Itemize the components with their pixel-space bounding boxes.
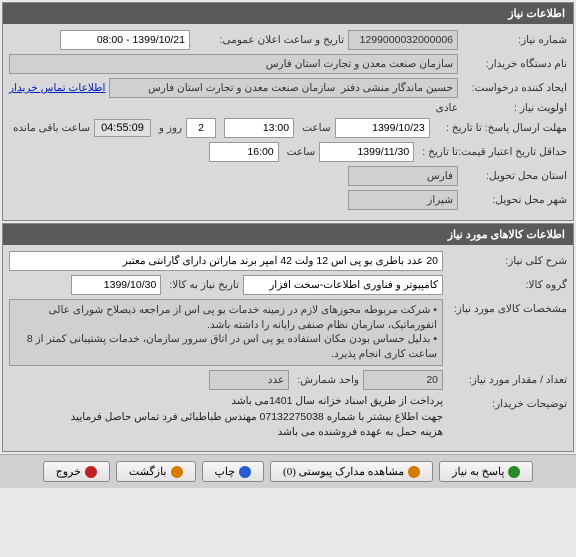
need-info-body: شماره نیاز: تاریخ و ساعت اعلان عمومی: نا…	[3, 24, 573, 220]
delivery-prov-label: استان محل تحویل:	[462, 170, 567, 182]
exit-label: خروج	[56, 465, 81, 478]
respond-button[interactable]: پاسخ به نیاز	[439, 461, 533, 482]
delivery-city-label: شهر محل تحویل:	[462, 194, 567, 206]
validity-date-field	[319, 142, 414, 162]
back-icon	[171, 466, 183, 478]
attach-label: مشاهده مدارک پیوستی (0)	[283, 465, 404, 478]
spec-label: مشخصات کالای مورد نیاز:	[447, 299, 567, 315]
deadline-date-field	[335, 118, 430, 138]
back-label: بازگشت	[129, 465, 167, 478]
exit-button[interactable]: خروج	[43, 461, 110, 482]
goods-info-header: اطلاعات کالاهای مورد نیاز	[3, 224, 573, 245]
deadline-time-field	[224, 118, 294, 138]
validity-to-label: تا تاریخ :	[418, 146, 458, 158]
need-date-field	[71, 275, 161, 295]
back-button[interactable]: بازگشت	[116, 461, 196, 482]
attach-icon	[408, 466, 420, 478]
group-field	[243, 275, 443, 295]
exit-icon	[85, 466, 97, 478]
buyer-notes-text: پرداخت از طریق اسناد خزانه سال 1401می با…	[9, 394, 443, 441]
unit-label: واحد شمارش:	[293, 374, 359, 386]
goods-info-panel: اطلاعات کالاهای مورد نیاز شرح کلی نیاز: …	[2, 223, 574, 452]
group-label: گروه کالا:	[447, 279, 567, 291]
unit-field	[209, 370, 289, 390]
desc-field	[9, 251, 443, 271]
goods-info-body: شرح کلی نیاز: گروه کالا: تاریخ نیاز به ک…	[3, 245, 573, 451]
priority-value: عادی	[432, 102, 458, 114]
need-info-panel: اطلاعات نیاز شماره نیاز: تاریخ و ساعت اع…	[2, 2, 574, 221]
print-icon	[239, 466, 251, 478]
delivery-prov-field	[348, 166, 458, 186]
countdown-suffix: ساعت باقی مانده	[9, 122, 90, 134]
countdown-timer: 04:55:09	[94, 119, 151, 137]
action-bar: پاسخ به نیاز مشاهده مدارک پیوستی (0) چاپ…	[0, 454, 576, 488]
respond-icon	[508, 466, 520, 478]
attachments-button[interactable]: مشاهده مدارک پیوستی (0)	[270, 461, 433, 482]
delivery-city-field	[348, 190, 458, 210]
days-remaining-field	[186, 118, 216, 138]
validity-label: حداقل تاریخ اعتبار قیمت:	[462, 146, 567, 158]
priority-label: اولویت نیاز :	[462, 102, 567, 114]
announce-label: تاریخ و ساعت اعلان عمومی:	[194, 34, 344, 46]
print-label: چاپ	[215, 465, 236, 478]
days-label: روز و	[155, 122, 182, 134]
need-info-header: اطلاعات نیاز	[3, 3, 573, 24]
qty-field	[363, 370, 443, 390]
requester-field	[109, 78, 458, 98]
need-date-label: تاریخ نیاز به کالا:	[165, 279, 239, 291]
buyer-org-label: نام دستگاه خریدار:	[462, 58, 567, 70]
buyer-contact-link[interactable]: اطلاعات تماس خریدار	[9, 82, 105, 94]
validity-time-field	[209, 142, 279, 162]
time-label-1: ساعت	[298, 122, 331, 134]
desc-label: شرح کلی نیاز:	[447, 255, 567, 267]
qty-label: تعداد / مقدار مورد نیاز:	[447, 374, 567, 386]
respond-label: پاسخ به نیاز	[452, 465, 504, 478]
print-button[interactable]: چاپ	[202, 461, 265, 482]
need-no-field	[348, 30, 458, 50]
time-label-2: ساعت	[283, 146, 316, 158]
deadline-label: مهلت ارسال پاسخ: تا تاریخ :	[434, 122, 567, 134]
buyer-notes-label: توضیحات خریدار:	[447, 394, 567, 410]
need-no-label: شماره نیاز:	[462, 34, 567, 46]
announce-field	[60, 30, 190, 50]
spec-field: • شرکت مربوطه مجوزهای لازم در زمینه خدما…	[9, 299, 443, 366]
requester-label: ایجاد کننده درخواست:	[462, 82, 567, 94]
buyer-org-field	[9, 54, 458, 74]
